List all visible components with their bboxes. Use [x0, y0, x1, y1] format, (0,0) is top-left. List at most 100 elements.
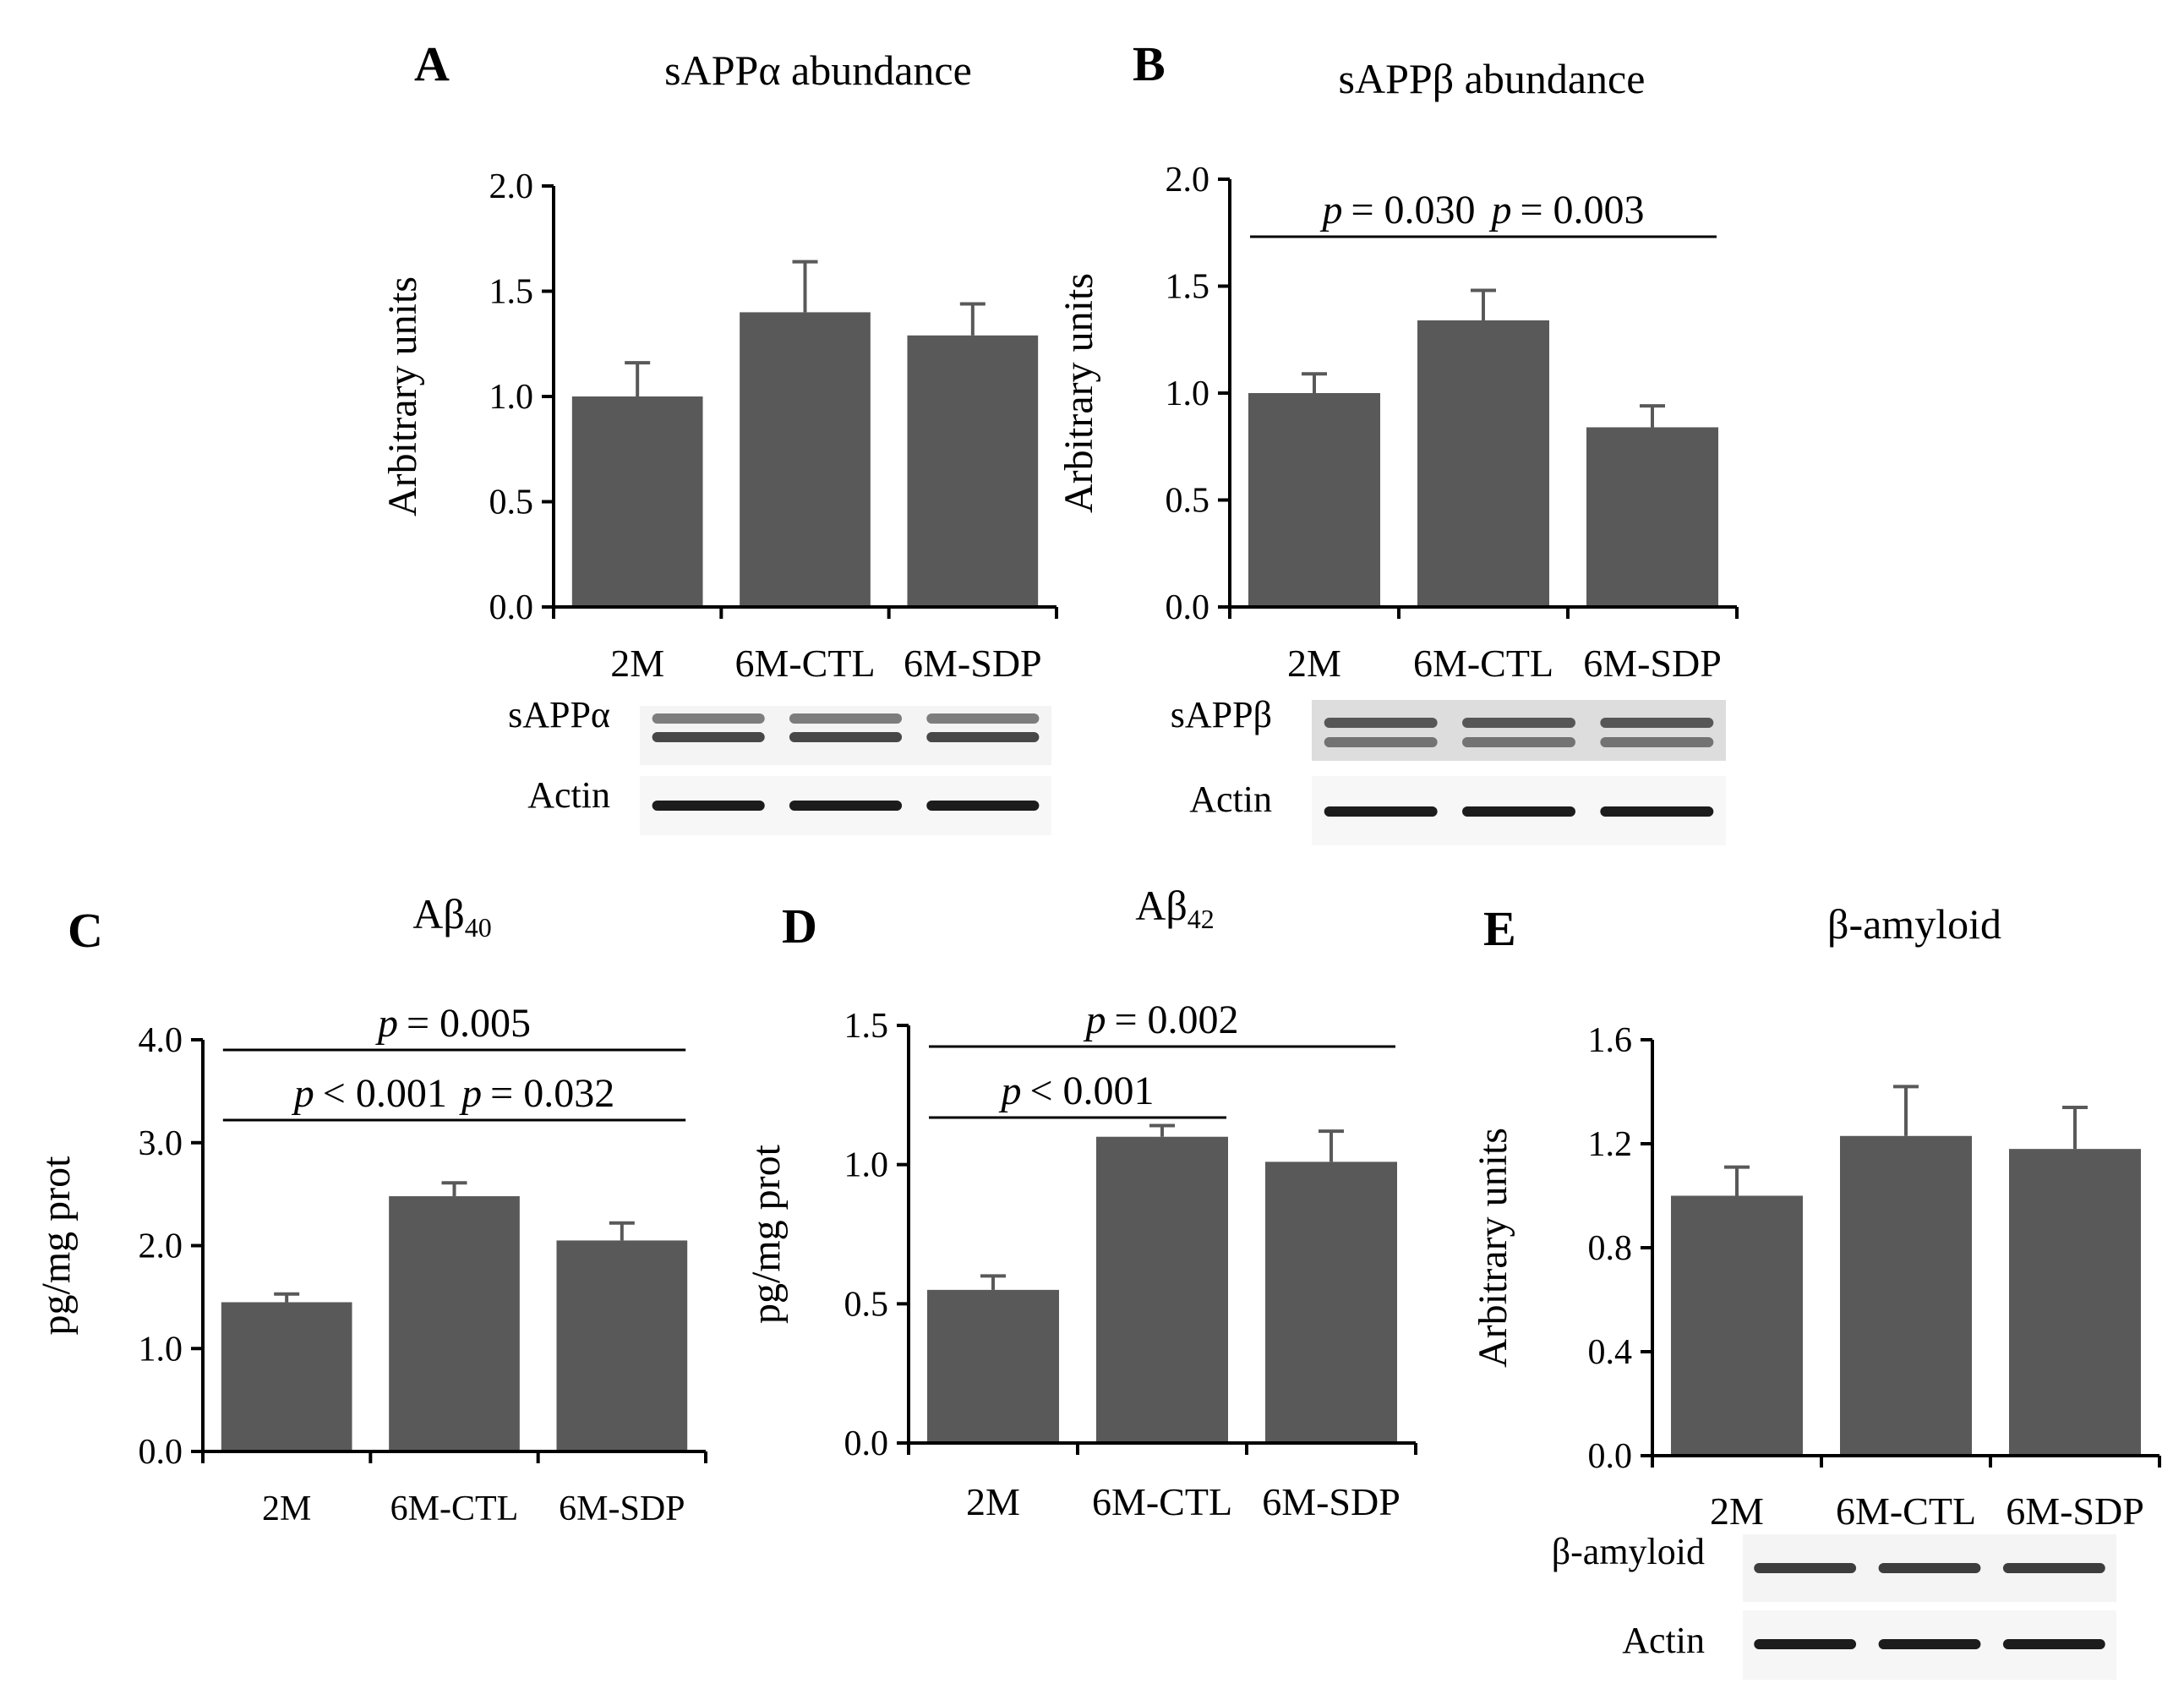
x-category-label: 2M	[262, 1489, 311, 1528]
y-axis-label: pg/mg prot	[34, 1156, 79, 1336]
bar-6m-ctl	[1096, 1136, 1228, 1443]
blot-label: Actin	[527, 774, 610, 816]
chart-title: sAPPβ abundance	[1339, 55, 1646, 102]
x-category-label: 6M-CTL	[390, 1489, 519, 1528]
blot-band	[2002, 1639, 2105, 1649]
blot-label: sAPPβ	[1171, 694, 1272, 735]
panel-letter: E	[1483, 901, 1516, 956]
p-value: = 0.003	[1520, 188, 1644, 232]
p-symbol: p	[459, 1071, 482, 1116]
y-tick-label: 0.5	[844, 1285, 889, 1324]
y-tick-label: 1.2	[1588, 1125, 1633, 1164]
chart-title: sAPPα abundance	[664, 46, 972, 94]
chart-title: β-amyloid	[1827, 900, 2001, 948]
p-symbol: p	[1488, 188, 1511, 232]
significance-label: p = 0.030	[1319, 188, 1475, 232]
y-tick-label: 0.0	[1166, 588, 1210, 627]
y-tick-label: 0.0	[489, 588, 534, 627]
y-tick-label: 0.0	[844, 1424, 889, 1463]
p-value: < 0.001	[1029, 1069, 1154, 1113]
p-value: = 0.030	[1351, 188, 1475, 232]
bar-6m-sdp	[556, 1240, 688, 1451]
y-tick-label: 1.0	[139, 1330, 183, 1369]
y-tick-label: 4.0	[139, 1021, 183, 1060]
blot-band	[1878, 1639, 1981, 1649]
x-category-label: 6M-CTL	[1413, 642, 1553, 685]
bar-6m-ctl	[389, 1196, 520, 1451]
blot-band	[1600, 737, 1714, 747]
x-category-label: 6M-SDP	[559, 1489, 685, 1528]
y-tick-label: 0.5	[1166, 482, 1210, 521]
p-symbol: p	[292, 1071, 314, 1116]
significance-label: p = 0.002	[1083, 998, 1238, 1042]
p-value: < 0.001	[323, 1071, 447, 1116]
bar-2m	[221, 1302, 352, 1451]
panel-letter: A	[414, 36, 450, 91]
x-category-label: 6M-SDP	[1262, 1480, 1400, 1523]
significance-label: p < 0.001	[292, 1071, 447, 1116]
blot-band	[1754, 1639, 1857, 1649]
chart-title: Aβ42	[1135, 882, 1215, 934]
p-value: = 0.002	[1114, 998, 1238, 1042]
p-symbol: p	[1319, 188, 1342, 232]
blot-band	[1324, 718, 1438, 728]
bar-6m-ctl	[1840, 1135, 1972, 1456]
y-tick-label: 1.5	[844, 1007, 889, 1046]
y-tick-label: 2.0	[139, 1227, 183, 1266]
blot-band	[1462, 806, 1575, 817]
x-category-label: 6M-CTL	[734, 642, 875, 685]
blot-band	[789, 801, 903, 811]
p-value: = 0.005	[407, 1001, 531, 1046]
y-tick-label: 1.5	[489, 273, 534, 312]
significance-label: p < 0.001	[998, 1069, 1154, 1113]
panel-letter: C	[68, 903, 103, 958]
significance-label: p = 0.005	[375, 1001, 531, 1046]
x-category-label: 2M	[610, 642, 664, 685]
y-tick-label: 1.0	[844, 1146, 889, 1185]
blot-band	[1462, 737, 1575, 747]
y-axis-label: pg/mg prot	[744, 1144, 789, 1324]
x-category-label: 6M-CTL	[1836, 1489, 1976, 1533]
y-tick-label: 0.4	[1588, 1333, 1633, 1372]
blot-band	[652, 732, 765, 742]
y-tick-label: 0.0	[1588, 1437, 1633, 1476]
blot-band	[926, 732, 1040, 742]
chart-title-subscript: 42	[1188, 904, 1215, 934]
bar-6m-ctl	[740, 312, 871, 607]
x-category-label: 6M-SDP	[1583, 642, 1722, 685]
blot-label: β-amyloid	[1552, 1531, 1705, 1572]
y-tick-label: 1.0	[1166, 374, 1210, 413]
x-category-label: 2M	[1287, 642, 1341, 685]
y-tick-label: 1.0	[489, 378, 534, 417]
chart-title-subscript: 40	[465, 912, 492, 943]
bar-6m-sdp	[1265, 1162, 1397, 1443]
chart-title-text: sAPPβ abundance	[1339, 55, 1646, 102]
bar-6m-sdp	[2009, 1149, 2141, 1456]
chart-title-text: sAPPα abundance	[664, 46, 972, 94]
y-tick-label: 0.8	[1588, 1229, 1633, 1268]
p-value: = 0.032	[490, 1071, 614, 1116]
bar-6m-sdp	[907, 335, 1039, 607]
blot-band	[1600, 806, 1714, 817]
blot-band	[1878, 1563, 1981, 1573]
blot-label: Actin	[1622, 1620, 1705, 1661]
bar-6m-sdp	[1586, 427, 1718, 607]
blot-band	[789, 713, 903, 724]
y-tick-label: 2.0	[489, 167, 534, 206]
y-tick-label: 0.0	[139, 1433, 183, 1472]
y-tick-label: 2.0	[1166, 161, 1210, 200]
y-axis-label: Arbitrary units	[1471, 1128, 1515, 1368]
blot-band	[1600, 718, 1714, 728]
x-category-label: 6M-SDP	[2006, 1489, 2144, 1533]
blot-band	[2002, 1563, 2105, 1573]
y-tick-label: 3.0	[139, 1124, 183, 1163]
y-tick-label: 1.5	[1166, 268, 1210, 307]
panel-c: C Aβ40 pg/mg prot 0.0 1.0 2.0 3.0 4.0 2M 6M-CTL 6M…	[34, 890, 707, 1528]
x-category-label: 6M-SDP	[904, 642, 1042, 685]
panel-d: D Aβ42 pg/mg prot 0.0 0.5 1.0 1.5 2M 6M-CTL 6M-SD…	[744, 882, 1417, 1523]
significance-label: p = 0.003	[1488, 188, 1644, 232]
